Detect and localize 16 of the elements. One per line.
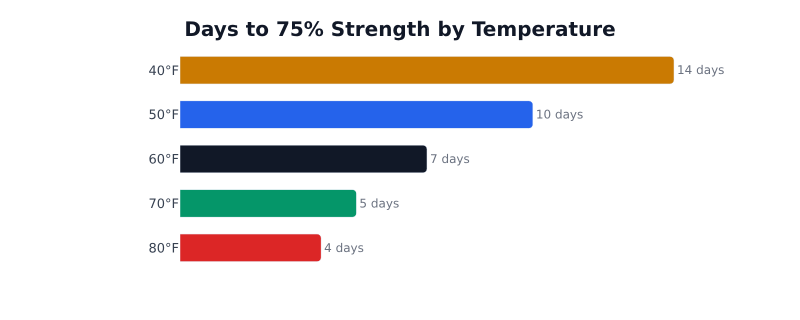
chart-title: Days to 75% Strength by Temperature	[184, 16, 616, 41]
bar	[180, 56, 674, 84]
data-label: 4 days	[324, 240, 364, 255]
y-tick-label: 40°F	[148, 64, 179, 79]
y-tick-label: 70°F	[148, 196, 179, 212]
y-tick-label: 50°F	[148, 108, 179, 124]
bar	[180, 100, 534, 129]
bar	[180, 234, 322, 262]
bar	[180, 144, 428, 174]
data-label: 14 days	[677, 63, 724, 78]
data-label: 5 days	[359, 196, 400, 210]
data-label: 7 days	[430, 152, 470, 166]
data-label: 10 days	[536, 108, 584, 122]
y-tick-label: 60°F	[148, 152, 179, 168]
bar	[180, 189, 357, 218]
y-tick-label: 80°F	[148, 241, 179, 256]
